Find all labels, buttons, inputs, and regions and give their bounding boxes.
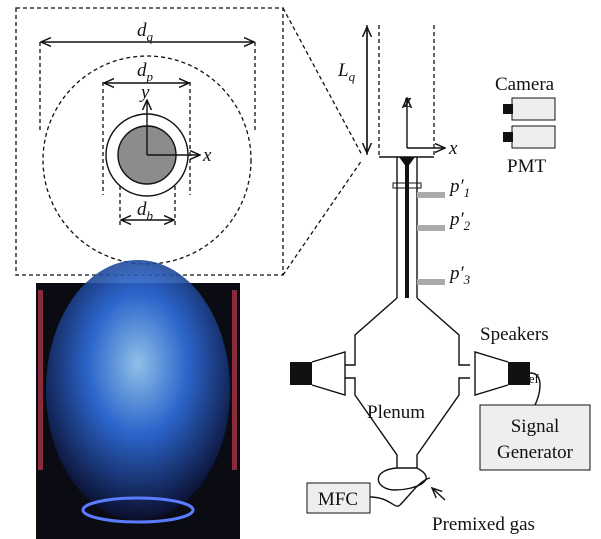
flame-photo <box>36 260 240 539</box>
label: dp <box>137 60 154 84</box>
label-part: 1 <box>464 185 471 200</box>
label: Speakers <box>480 324 549 345</box>
label: MFC <box>318 489 358 510</box>
label: z <box>403 91 412 112</box>
label: PMT <box>507 156 546 177</box>
label-part: 2 <box>464 218 471 233</box>
label: Generator <box>497 442 574 463</box>
label-part: s <box>517 362 524 383</box>
label: Camera <box>495 74 555 95</box>
label: Plenum <box>367 402 425 423</box>
label: x <box>448 138 458 159</box>
inset: dq dp db y x <box>16 8 283 275</box>
label-part: ref <box>524 371 539 386</box>
label: y <box>139 82 150 103</box>
label-part: p′ <box>448 263 465 284</box>
label-part: p′ <box>448 209 465 230</box>
label-part: b <box>147 208 154 223</box>
label-part: p′ <box>448 176 465 197</box>
label-part: L <box>337 60 349 81</box>
label: p′1 <box>448 176 470 200</box>
label: Premixed gas <box>432 514 535 535</box>
burner: Lq z x p′1 p′2 p′3 Plenum Speakers sref … <box>290 25 590 535</box>
label: Signal <box>511 416 560 437</box>
label-part: d <box>137 60 147 81</box>
diagram: dq dp db y x Lq z x p′1 p′2 p′3 Plenum S… <box>0 0 601 539</box>
label: p′2 <box>448 209 471 233</box>
label-part: q <box>147 29 154 44</box>
label: x <box>202 145 212 166</box>
label-part: q <box>349 69 356 84</box>
label-part: d <box>137 199 147 220</box>
label: Lq <box>337 60 356 84</box>
label-part: 3 <box>463 272 471 287</box>
label: p′3 <box>448 263 471 287</box>
label: db <box>137 199 154 223</box>
label: dq <box>137 20 154 44</box>
label-part: d <box>137 20 147 41</box>
